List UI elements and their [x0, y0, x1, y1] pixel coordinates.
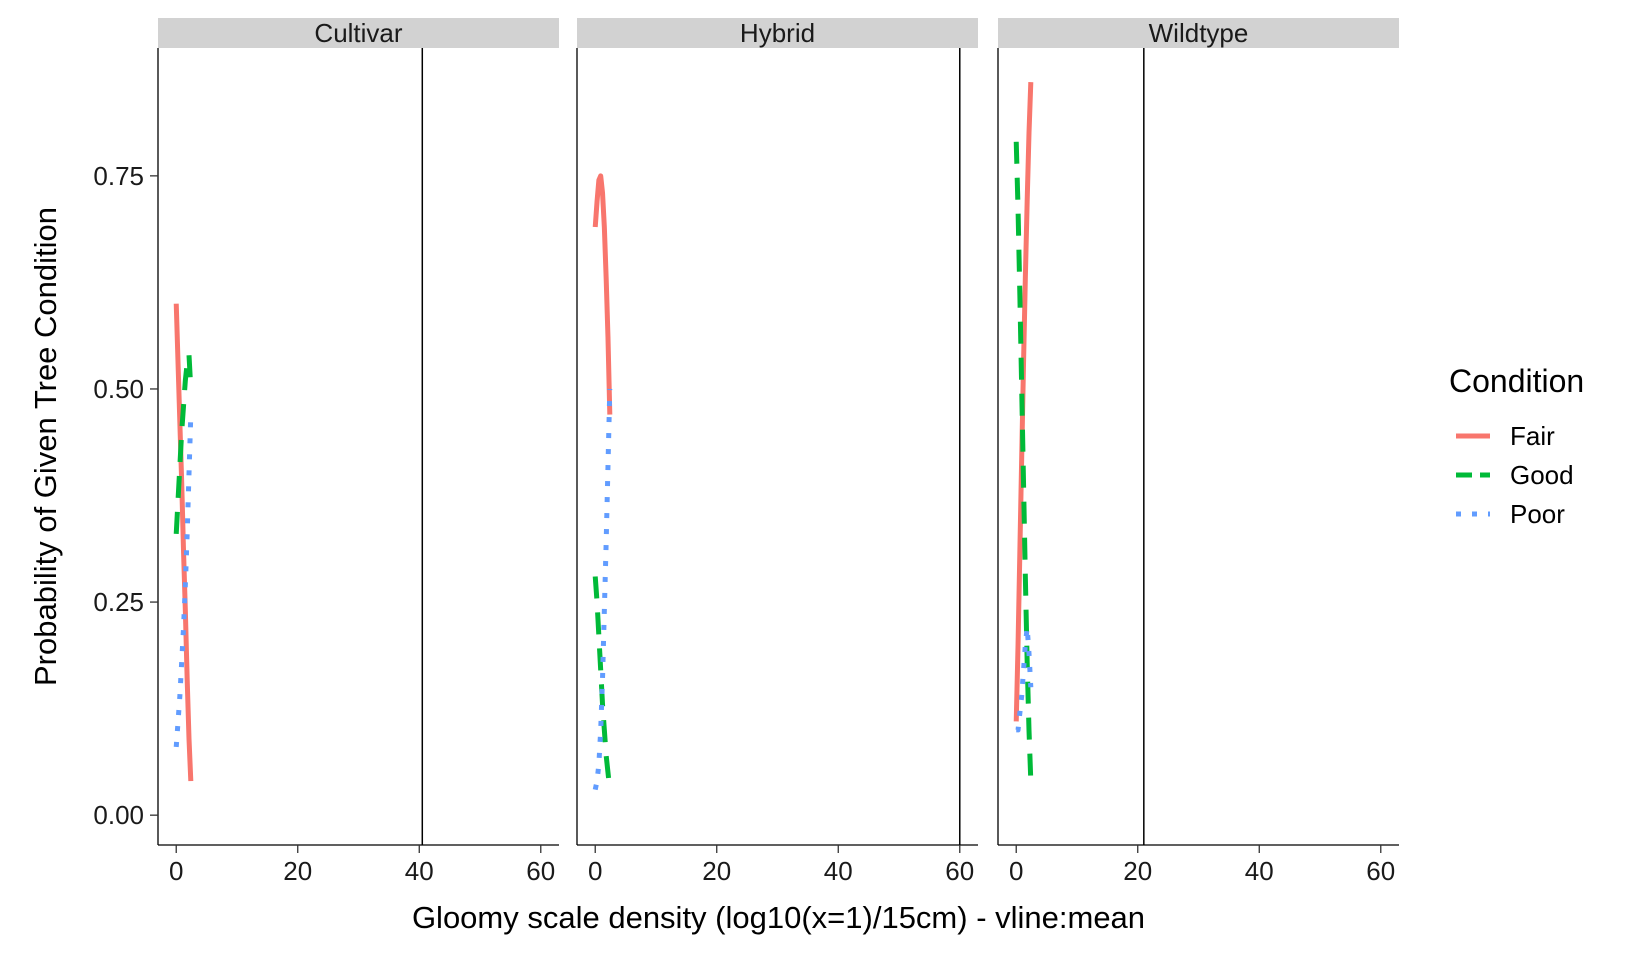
legend-title: Condition — [1449, 363, 1584, 399]
strip-label: Wildtype — [1149, 18, 1249, 48]
strip-background — [577, 18, 978, 48]
x-tick-label: 60 — [526, 856, 555, 886]
x-tick-label: 40 — [824, 856, 853, 886]
series-line-good — [173, 352, 194, 535]
series-line-poor — [173, 414, 194, 748]
legend-label-good: Good — [1510, 460, 1574, 490]
x-tick-label: 0 — [1009, 856, 1023, 886]
series-line-fair — [592, 173, 613, 415]
y-tick-label: 0.50 — [93, 374, 144, 404]
strip-label: Cultivar — [314, 18, 402, 48]
y-tick-label: 0.75 — [93, 161, 144, 191]
x-tick-label: 20 — [702, 856, 731, 886]
y-axis-title: Probability of Given Tree Condition — [28, 207, 63, 686]
x-tick-label: 60 — [1366, 856, 1395, 886]
x-tick-label: 60 — [945, 856, 974, 886]
legend: Condition Fair Good Poor — [1449, 363, 1584, 529]
series-line-good — [1013, 141, 1034, 782]
strip-label: Hybrid — [740, 18, 815, 48]
x-axis-title: Gloomy scale density (log10(x=1)/15cm) -… — [412, 900, 1145, 935]
x-tick-label: 20 — [1123, 856, 1152, 886]
y-tick-label: 0.00 — [93, 800, 144, 830]
x-tick-label: 0 — [169, 856, 183, 886]
series-line-good — [592, 576, 613, 790]
x-tick-label: 40 — [1245, 856, 1274, 886]
y-tick-label: 0.25 — [93, 587, 144, 617]
legend-label-poor: Poor — [1510, 499, 1565, 529]
panel-hybrid: Hybrid 0 20 40 60 — [576, 18, 978, 886]
x-tick-label: 20 — [283, 856, 312, 886]
strip-background — [998, 18, 1399, 48]
strip-background — [158, 18, 559, 48]
panels: Cultivar 0 20 40 60 0.00 0.25 0.50 0.75 Hybrid 0 20… — [93, 18, 1399, 886]
x-tick-label: 40 — [405, 856, 434, 886]
x-tick-label: 0 — [588, 856, 602, 886]
series-line-fair — [173, 303, 194, 782]
legend-label-fair: Fair — [1510, 421, 1555, 451]
panel-wildtype: Wildtype 0 20 40 60 — [997, 18, 1399, 886]
panel-cultivar: Cultivar 0 20 40 60 0.00 0.25 0.50 0.75 — [93, 18, 559, 886]
